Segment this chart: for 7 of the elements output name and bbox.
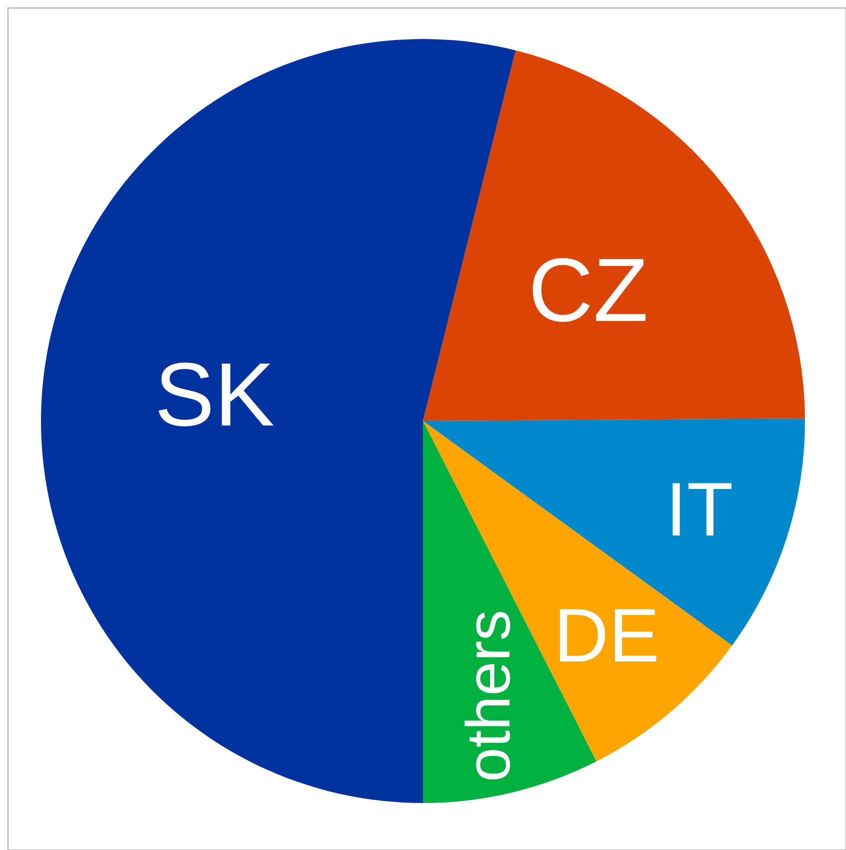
slice-label: IT [666,467,734,552]
slice-label: DE [554,593,660,678]
slice-label: others [454,610,524,782]
pie-slice [42,39,516,803]
pie-slice [423,50,805,421]
slice-label: SK [154,345,275,446]
slice-label: CZ [528,241,648,342]
